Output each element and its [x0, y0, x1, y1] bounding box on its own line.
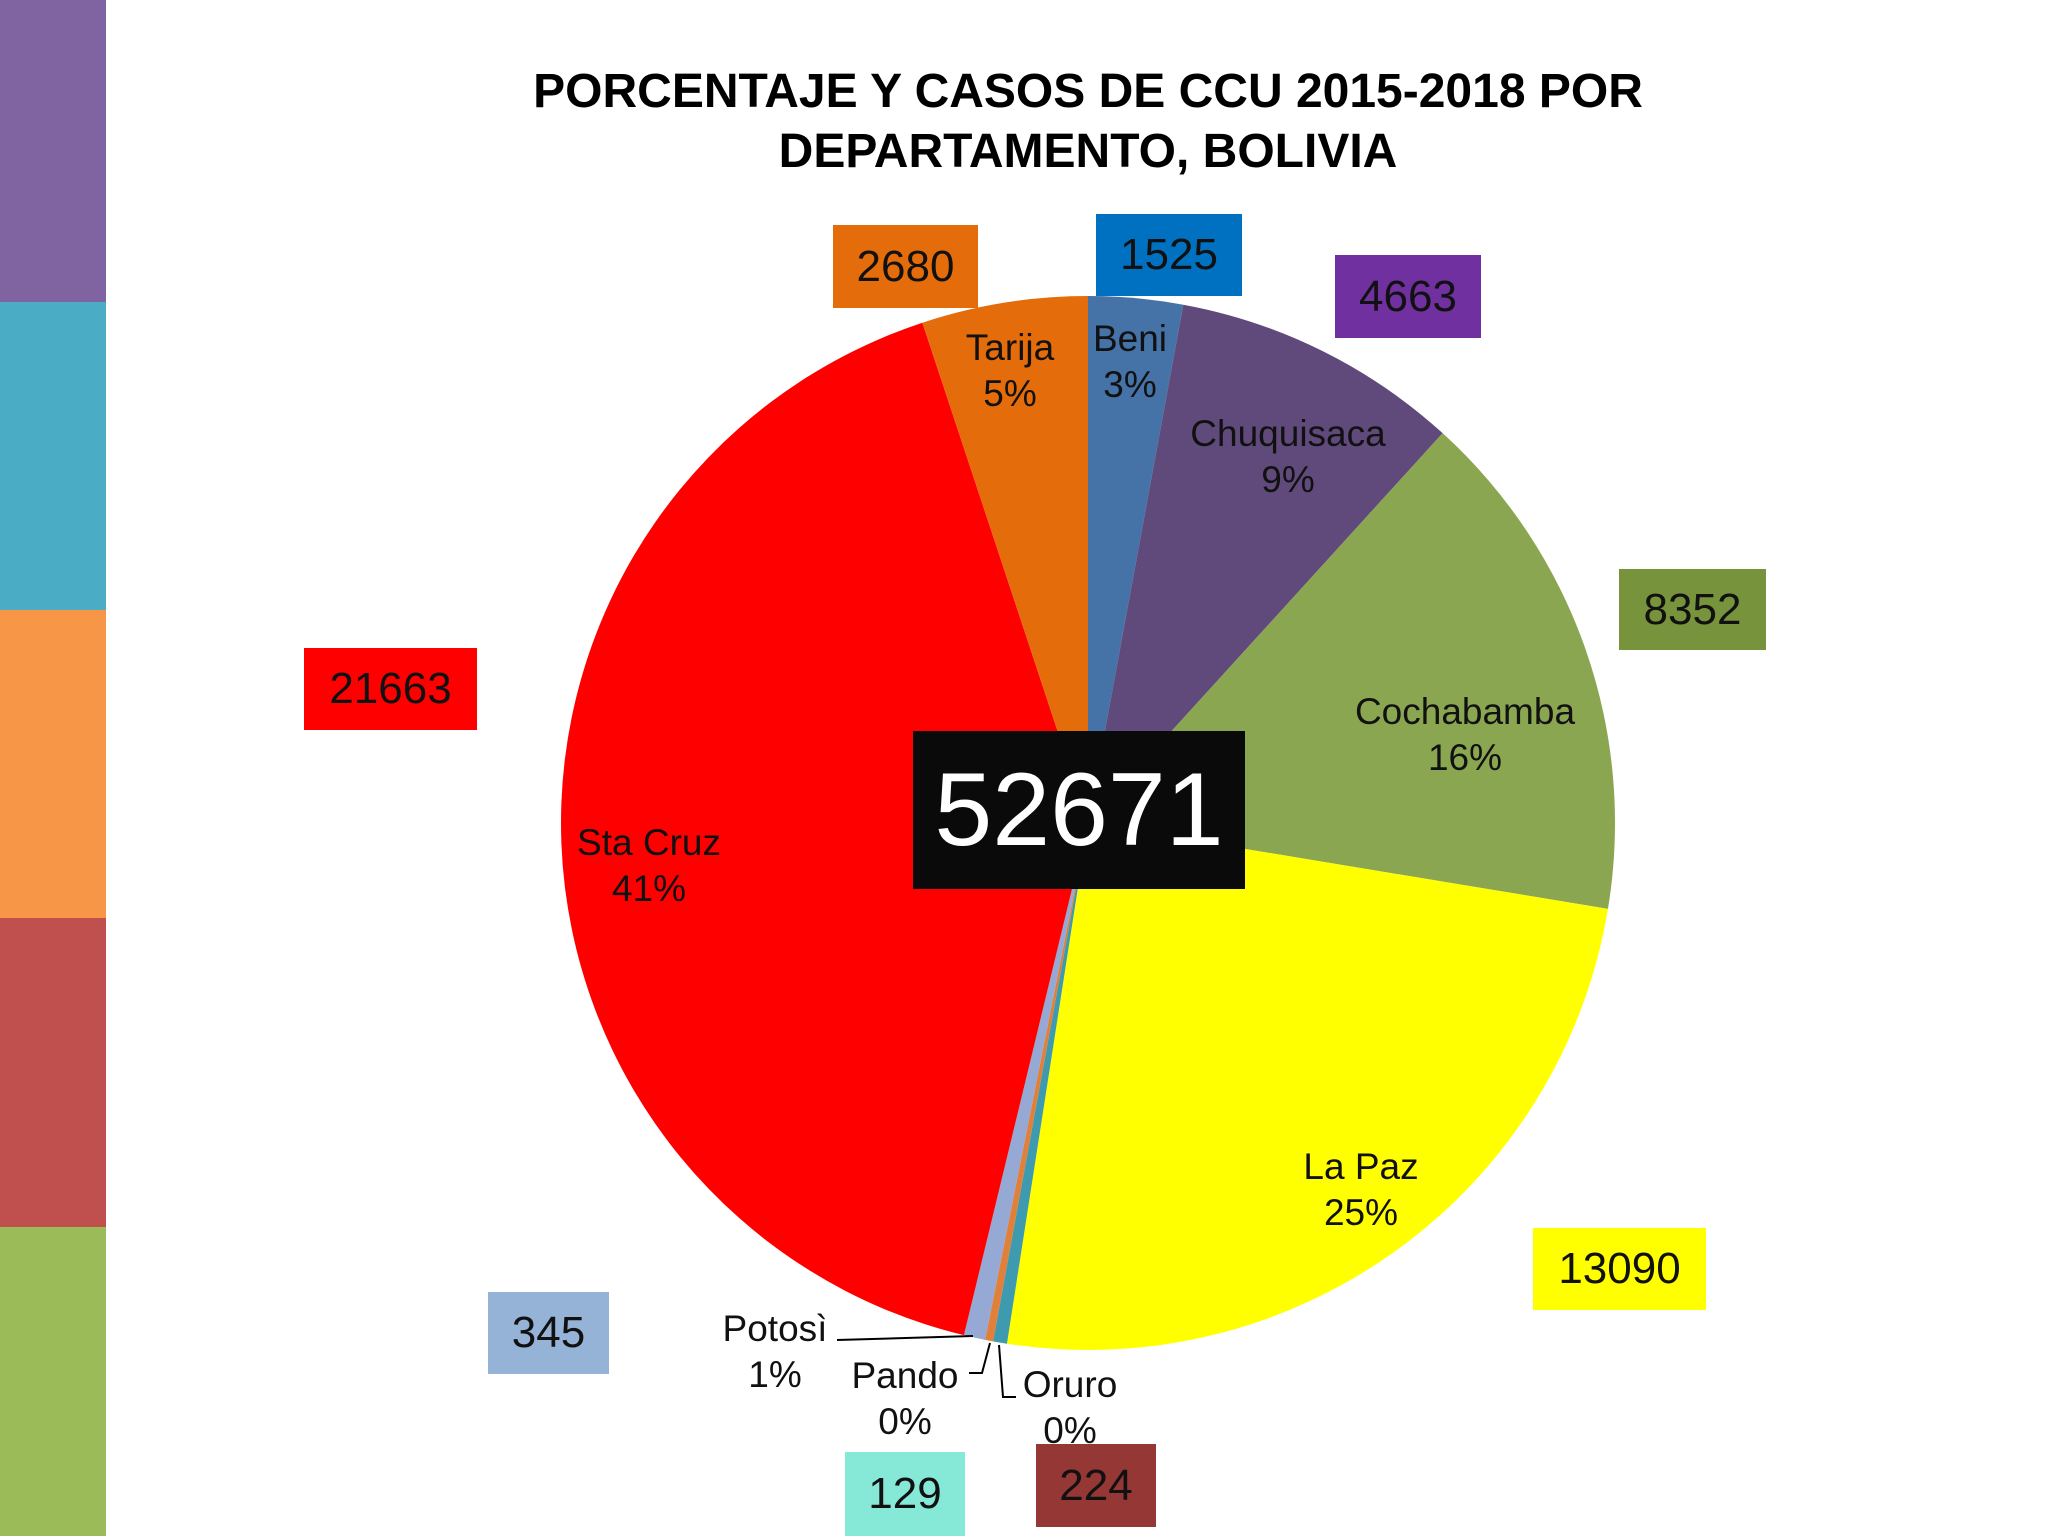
- leader-line-potosi: [836, 1335, 974, 1341]
- case-count-box-cochabamba: 8352: [1619, 569, 1766, 650]
- slice-name: Tarija: [965, 327, 1055, 368]
- slice-label-oruro: Oruro 0%: [1023, 1362, 1118, 1454]
- slice-label-pando: Pando 0%: [852, 1353, 959, 1445]
- slice-percent: 25%: [1323, 1192, 1399, 1233]
- slice-label-cochabamba: Cochabamba 16%: [1355, 689, 1575, 781]
- slice-percent: 3%: [1103, 364, 1157, 405]
- pie-slice-oruro: [993, 823, 1088, 1344]
- pie-slice-la-paz: [1006, 823, 1608, 1350]
- case-count-box-beni: 1525: [1096, 214, 1242, 296]
- pie-slice-sta-cruz: [560, 322, 1088, 1336]
- slice-percent: 41%: [611, 868, 687, 909]
- slice-label-tarija: Tarija 5%: [966, 325, 1054, 417]
- leader-line-pando: [969, 1342, 991, 1374]
- pie-slice-pando: [985, 823, 1088, 1342]
- slice-label-beni: Beni 3%: [1093, 316, 1167, 408]
- slice-name: Potosì: [722, 1308, 828, 1349]
- slice-name: Cochabamba: [1354, 691, 1576, 732]
- stripe-purple: [0, 0, 106, 302]
- slice-name: Chuquisaca: [1190, 413, 1386, 454]
- slice-name: Sta Cruz: [577, 822, 721, 863]
- case-count-box-chuquisaca: 4663: [1335, 255, 1481, 338]
- slice-name: La Paz: [1303, 1146, 1419, 1187]
- leader-line-oruro: [998, 1344, 1016, 1398]
- case-count-box-oruro: 224: [1036, 1444, 1156, 1527]
- pie-slice-potosi: [963, 823, 1088, 1340]
- pie-slice-tarija: [922, 296, 1088, 823]
- case-count-box-tarija: 2680: [833, 225, 978, 308]
- pie-slice-beni: [1088, 296, 1184, 823]
- slice-percent: 16%: [1427, 737, 1503, 778]
- slice-percent: 1%: [748, 1354, 802, 1395]
- slice-label-chuquisaca: Chuquisaca 9%: [1190, 411, 1385, 503]
- slice-name: Pando: [851, 1355, 959, 1396]
- slice-label-sta-cruz: Sta Cruz 41%: [577, 820, 721, 912]
- chart-title-line-2: DEPARTAMENTO, BOLIVIA: [778, 125, 1398, 178]
- case-count-box-pando: 129: [845, 1452, 965, 1536]
- chart-title-line-1: PORCENTAJE Y CASOS DE CCU 2015-2018 POR: [533, 65, 1643, 118]
- stripe-red: [0, 918, 106, 1227]
- total-cases-box: 52671: [913, 731, 1245, 889]
- case-count-box-la-paz: 13090: [1533, 1228, 1706, 1310]
- case-count-box-potosi: 345: [488, 1292, 609, 1374]
- slice-percent: 5%: [983, 373, 1037, 414]
- stripe-green: [0, 1227, 106, 1536]
- case-count-box-sta-cruz: 21663: [304, 648, 477, 730]
- slice-label-la-paz: La Paz 25%: [1303, 1144, 1418, 1236]
- slice-percent: 9%: [1261, 459, 1315, 500]
- stripe-orange: [0, 610, 106, 918]
- pie-slice-chuquisaca: [1088, 304, 1443, 823]
- slice-name: Oruro: [1022, 1364, 1118, 1405]
- stripe-teal: [0, 302, 106, 610]
- slice-name: Beni: [1092, 318, 1168, 359]
- chart-title: PORCENTAJE Y CASOS DE CCU 2015-2018 POR …: [300, 62, 1876, 182]
- slice-percent: 0%: [878, 1401, 932, 1442]
- slice-label-potosi: Potosì 1%: [723, 1306, 828, 1398]
